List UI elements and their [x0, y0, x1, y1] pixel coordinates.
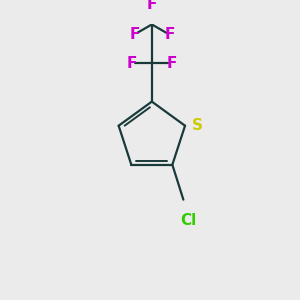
Text: S: S: [191, 118, 203, 133]
Text: F: F: [167, 56, 177, 70]
Text: F: F: [126, 56, 137, 70]
Text: F: F: [164, 27, 175, 42]
Text: F: F: [147, 0, 157, 12]
Text: F: F: [129, 27, 140, 42]
Text: Cl: Cl: [180, 212, 196, 227]
